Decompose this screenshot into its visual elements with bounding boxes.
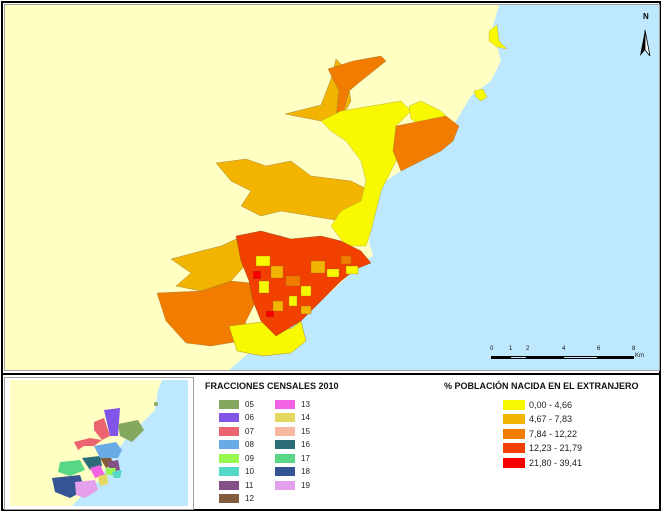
main-choropleth-map[interactable]: N 0 1 2 4 6 8 Km — [4, 4, 660, 371]
scale-tick-8: 8 — [632, 346, 636, 352]
swatch — [219, 427, 239, 436]
scale-tick-2: 2 — [526, 346, 530, 352]
swatch — [219, 454, 239, 463]
pct-class-1: 0,00 - 4,66 — [503, 400, 572, 410]
swatch — [275, 413, 295, 422]
scale-tick-1: 1 — [509, 346, 513, 352]
swatch — [275, 454, 295, 463]
scale-tick-0: 0 — [490, 346, 494, 352]
fraction-item-15: 15 — [275, 427, 310, 436]
fraction-item-14: 14 — [275, 413, 310, 422]
fraction-item-10: 10 — [219, 467, 254, 476]
fractions-legend-title: FRACCIONES CENSALES 2010 — [205, 381, 339, 391]
sea-area — [229, 5, 659, 370]
fraction-item-08: 08 — [219, 440, 254, 449]
swatch — [219, 481, 239, 490]
scale-tick-4: 4 — [562, 346, 566, 352]
fraction-item-09: 09 — [219, 454, 254, 463]
pct-class-3: 7,84 - 12,22 — [503, 429, 577, 439]
pct-class-2: 4,67 - 7,83 — [503, 414, 572, 424]
swatch — [275, 400, 295, 409]
scale-unit: Km — [635, 353, 644, 359]
swatch — [503, 414, 525, 424]
swatch — [219, 467, 239, 476]
inset-map-canvas — [52, 380, 188, 506]
swatch — [219, 413, 239, 422]
fraction-item-18: 18 — [275, 467, 310, 476]
scale-tick-6: 6 — [597, 346, 601, 352]
layout-divider — [3, 373, 661, 375]
fraction-item-16: 16 — [275, 440, 310, 449]
north-arrow-label: N — [643, 12, 649, 21]
north-arrow-icon — [640, 29, 651, 57]
swatch — [219, 440, 239, 449]
fraction-item-06: 06 — [219, 413, 254, 422]
fraction-item-07: 07 — [219, 427, 254, 436]
fraction-item-19: 19 — [275, 481, 310, 490]
swatch — [219, 400, 239, 409]
map-canvas — [156, 5, 659, 370]
fraction-item-11: 11 — [219, 481, 253, 490]
fraction-item-17: 17 — [275, 454, 310, 463]
city-blocks — [252, 255, 359, 318]
pct-class-4: 12,23 - 21,79 — [503, 443, 582, 453]
fraction-item-13: 13 — [275, 400, 310, 409]
swatch — [503, 429, 525, 439]
population-legend-title: % POBLACIÓN NACIDA EN EL EXTRANJERO — [444, 381, 639, 391]
fraction-item-12: 12 — [219, 494, 254, 503]
swatch — [275, 427, 295, 436]
swatch — [503, 400, 525, 410]
swatch — [275, 481, 295, 490]
inset-fractions-map[interactable] — [10, 380, 188, 506]
region-05 — [392, 115, 460, 172]
swatch — [275, 440, 295, 449]
pct-class-5: 21,80 - 39,41 — [503, 458, 582, 468]
region-north-spike — [327, 55, 387, 122]
swatch — [503, 443, 525, 453]
swatch — [275, 467, 295, 476]
region-islet — [473, 88, 488, 102]
swatch — [503, 458, 525, 468]
fraction-item-05: 05 — [219, 400, 254, 409]
swatch — [219, 494, 239, 503]
region-far-north — [488, 24, 508, 50]
